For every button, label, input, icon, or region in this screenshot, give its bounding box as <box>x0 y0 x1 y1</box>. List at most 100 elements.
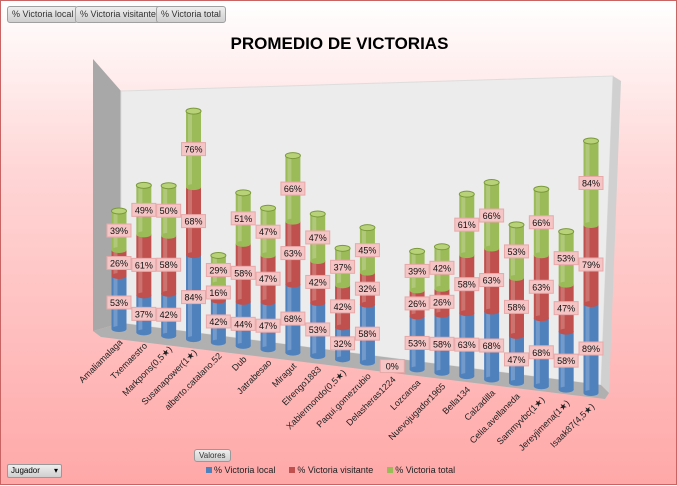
chevron-down-icon: ▾ <box>53 466 58 475</box>
bar-segment-base <box>260 252 276 259</box>
legend-item-local[interactable]: % Victoria local <box>206 465 275 475</box>
data-label: 26% <box>433 297 451 307</box>
bar-segment-base <box>359 269 375 276</box>
bar-segment-base <box>335 282 351 289</box>
data-label: 39% <box>408 266 426 276</box>
data-label-box <box>156 257 182 272</box>
data-label: 47% <box>309 233 327 243</box>
data-label: 37% <box>334 262 352 272</box>
data-label: 66% <box>483 211 501 221</box>
bar-top <box>483 179 500 187</box>
bar-segment-base <box>459 252 475 259</box>
jugador-filter-dropdown[interactable]: Jugador ▾ <box>7 464 62 478</box>
data-label-box <box>479 273 505 288</box>
right-edge <box>601 76 621 393</box>
field-button-total[interactable]: % Victoria total <box>156 6 226 23</box>
bar-segment-base <box>161 232 177 239</box>
data-label-box <box>280 181 306 196</box>
data-label-box <box>454 217 480 232</box>
data-label-box <box>379 359 405 374</box>
bar-segment-base <box>558 386 574 393</box>
bar-top <box>409 247 426 255</box>
bar-segment-base <box>310 257 326 264</box>
data-label-box <box>528 345 554 360</box>
bar-segment-base <box>484 376 500 383</box>
data-label-box <box>330 299 356 314</box>
bar-segment-base <box>310 299 326 306</box>
valores-button[interactable]: Valores <box>194 449 231 462</box>
bar-top <box>235 189 252 197</box>
bar-segment-base <box>583 390 599 396</box>
data-label: 84% <box>582 179 600 189</box>
bar-segment-base <box>335 324 351 331</box>
bar-segment-base <box>434 285 450 292</box>
data-label-box <box>131 202 157 217</box>
bar-segment-base <box>235 342 251 349</box>
bar-top <box>458 190 475 198</box>
data-label: 42% <box>433 263 451 273</box>
data-label: 58% <box>358 329 376 339</box>
bar-segment-base <box>235 298 251 305</box>
bar-top <box>533 185 550 193</box>
data-label: 16% <box>209 288 227 298</box>
data-label: 63% <box>483 276 501 286</box>
jugador-label: Jugador <box>11 466 40 475</box>
data-label-box <box>280 311 306 326</box>
bar-segment-base <box>186 336 202 343</box>
legend-item-total[interactable]: % Victoria total <box>387 465 455 475</box>
bar-segment-base <box>533 315 549 322</box>
data-label: 50% <box>160 206 178 216</box>
data-label: 42% <box>160 310 178 320</box>
data-label: 61% <box>458 220 476 230</box>
data-label: 58% <box>234 268 252 278</box>
data-label: 29% <box>209 265 227 275</box>
bar-segment-base <box>161 332 177 339</box>
x-tick-label: Dub <box>230 354 249 373</box>
bar-segment-base <box>210 339 226 346</box>
bar-segment-base <box>533 252 549 259</box>
data-label-box <box>354 326 380 341</box>
data-label-box <box>106 223 132 238</box>
bar-segment-base <box>359 301 375 308</box>
bar-top <box>508 221 525 229</box>
data-label: 68% <box>284 314 302 324</box>
data-label: 47% <box>259 274 277 284</box>
data-label-box <box>330 259 356 274</box>
data-label: 53% <box>557 254 575 264</box>
data-label: 53% <box>309 325 327 335</box>
data-label-box <box>503 244 529 259</box>
legend-item-visitante[interactable]: % Victoria visitante <box>289 465 373 475</box>
data-label-box <box>181 290 207 305</box>
bar-segment-base <box>484 308 500 315</box>
data-label-box <box>354 281 380 296</box>
data-label: 26% <box>408 299 426 309</box>
bar-segment-base <box>508 332 524 339</box>
bar-segment-base <box>285 349 301 356</box>
data-label: 26% <box>110 259 128 269</box>
bar-segment-base <box>484 245 500 252</box>
bar-top <box>185 107 202 115</box>
data-label-box <box>255 318 281 333</box>
data-label: 45% <box>358 246 376 256</box>
bar-segment-base <box>260 299 276 306</box>
data-label-box <box>553 251 579 266</box>
bar-segment-base <box>186 252 202 259</box>
data-label-box <box>354 243 380 258</box>
data-label-box <box>205 285 231 300</box>
bar-segment-base <box>186 184 202 191</box>
bar-segment-base <box>459 373 475 380</box>
bar-top <box>334 244 351 252</box>
data-label-box <box>131 306 157 321</box>
bar-segment-base <box>136 231 152 238</box>
data-label-box <box>578 176 604 190</box>
data-label: 42% <box>209 317 227 327</box>
bar-segment-base <box>310 352 326 359</box>
data-label-box <box>578 257 604 272</box>
data-label-box <box>330 336 356 351</box>
data-label: 84% <box>185 293 203 303</box>
data-label: 39% <box>110 226 128 236</box>
chart-title: PROMEDIO DE VICTORIAS <box>230 34 449 53</box>
bar-top <box>558 228 575 236</box>
data-label-box <box>528 279 554 294</box>
